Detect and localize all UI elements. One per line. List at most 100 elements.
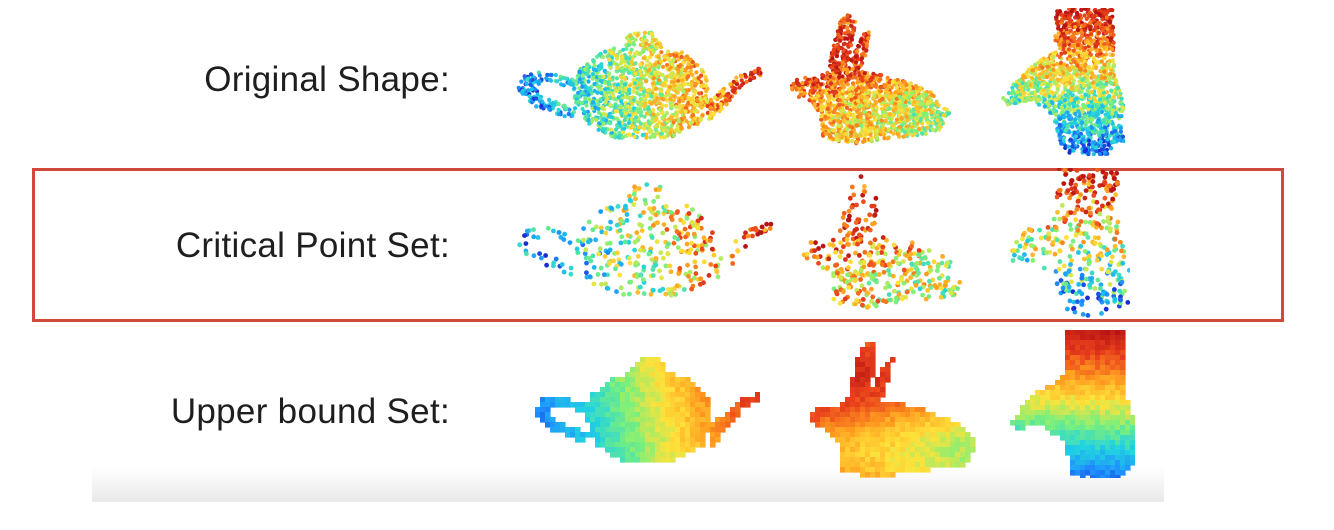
cloud-point <box>1069 121 1074 126</box>
cloud-point <box>612 53 617 58</box>
cloud-point <box>837 98 842 103</box>
cloud-point <box>733 239 739 244</box>
cloud-point <box>641 93 646 98</box>
cloud-point <box>1026 74 1031 79</box>
cloud-point <box>622 76 628 81</box>
cloud-point <box>662 57 667 62</box>
cloud-point <box>819 114 824 119</box>
cloud-point <box>886 127 891 132</box>
cloud-point <box>620 135 625 140</box>
bottom-shadow <box>92 468 1164 502</box>
cloud-point <box>534 96 539 101</box>
cloud-point <box>1090 117 1095 122</box>
cloud-point <box>1080 127 1086 132</box>
cloud-point <box>625 95 630 100</box>
cloud-point <box>709 246 715 252</box>
cloud-point <box>605 90 610 95</box>
cloud-point <box>669 115 674 120</box>
cloud-point <box>684 241 690 247</box>
cloud-point <box>856 65 861 71</box>
cloud-point <box>638 68 643 74</box>
cloud-point <box>574 246 580 252</box>
cloud-point <box>1073 96 1078 101</box>
cloud-point <box>865 116 870 121</box>
cloud-point <box>864 44 869 49</box>
cloud-point <box>603 49 608 54</box>
cloud-point <box>618 240 624 246</box>
cloud-point <box>1083 8 1088 11</box>
cloud-point <box>741 234 747 240</box>
cloud-point <box>600 105 605 110</box>
cloud-point <box>1058 135 1063 141</box>
cloud-point <box>920 292 925 298</box>
cloud-point <box>654 124 660 129</box>
cloud-point <box>1085 115 1090 120</box>
cloud-point <box>708 97 713 102</box>
cloud-point <box>844 67 850 72</box>
cloud-point <box>1081 23 1087 28</box>
cloud-point <box>820 89 825 94</box>
cloud-point <box>1080 109 1085 114</box>
cloud-point <box>597 246 603 252</box>
cloud-point <box>642 197 648 203</box>
cloud-point <box>672 83 677 88</box>
cloud-point <box>938 121 943 126</box>
cloud-point <box>574 82 579 87</box>
cloud-point <box>591 281 597 287</box>
cloud-point <box>1101 95 1106 100</box>
cloud-point <box>893 101 898 106</box>
cloud-point <box>841 85 847 90</box>
cloud-point <box>625 104 630 109</box>
cloud-point <box>868 132 873 137</box>
cloud-point <box>667 67 672 72</box>
cloud-point <box>1044 74 1050 80</box>
cloud-point <box>682 226 688 232</box>
cloud-point <box>1071 78 1076 83</box>
cloud-point <box>638 97 643 102</box>
cloud-point <box>882 103 888 108</box>
cloud-point <box>711 252 717 258</box>
cloud-point <box>627 291 632 297</box>
cloud-point <box>1100 118 1105 123</box>
cloud-point <box>1077 113 1082 119</box>
cloud-point <box>651 199 656 204</box>
cloud-point <box>579 80 584 85</box>
cloud-point <box>862 98 867 103</box>
cloud-point <box>635 253 641 259</box>
cloud-point <box>620 90 625 95</box>
cloud-point <box>563 76 569 81</box>
cloud-point <box>830 85 835 90</box>
cloud-point <box>823 114 828 119</box>
cloud-point <box>1063 145 1068 150</box>
cloud-point <box>632 118 637 123</box>
cloud-point <box>586 117 591 122</box>
cloud-point <box>748 77 753 83</box>
cloud-point <box>592 63 597 68</box>
cloud-point <box>854 123 859 128</box>
cloud-point <box>646 106 651 111</box>
cloud-point <box>651 50 656 55</box>
cloud-point <box>918 105 923 110</box>
cloud-point <box>1097 133 1102 138</box>
cloud-point <box>875 112 880 117</box>
cloud-point <box>604 98 609 103</box>
cloud-point <box>621 292 626 297</box>
cloud-point <box>562 114 567 119</box>
cloud-point <box>619 99 624 104</box>
cloud-point <box>893 93 898 98</box>
cloud-point <box>677 99 682 104</box>
cloud-point <box>645 88 651 93</box>
cloud-point <box>652 38 657 43</box>
cloud-point <box>608 62 613 67</box>
cloud-point <box>675 245 681 250</box>
cloud-point <box>1071 104 1076 109</box>
cloud-point <box>868 125 873 131</box>
cloud-point <box>830 89 835 94</box>
cloud-point <box>843 99 848 104</box>
cloud-point <box>682 82 687 87</box>
cloud-point <box>645 58 650 63</box>
cloud-point <box>866 100 871 105</box>
cloud-point <box>1114 91 1119 97</box>
cloud-point <box>904 83 909 88</box>
